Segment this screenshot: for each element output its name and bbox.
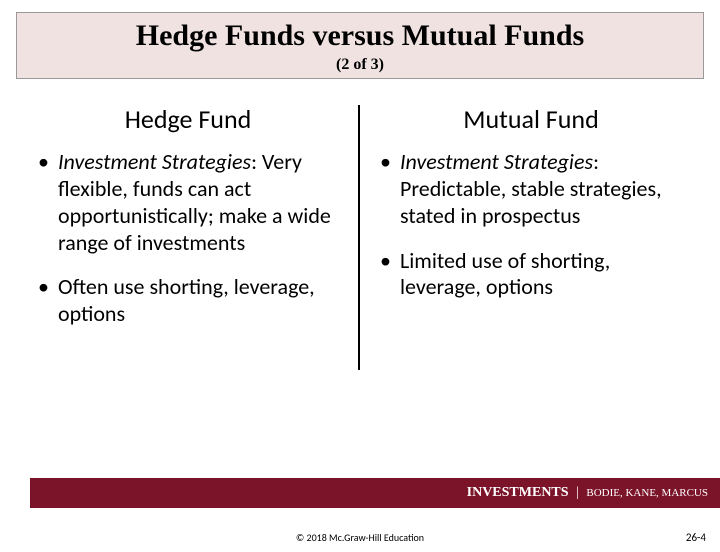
list-item: Often use shorting, leverage, options bbox=[38, 274, 344, 328]
slide-subtitle: (2 of 3) bbox=[25, 56, 695, 74]
right-heading: Mutual Fund bbox=[374, 105, 688, 134]
list-item: Limited use of shorting, leverage, optio… bbox=[380, 248, 688, 302]
footer-separator: | bbox=[572, 485, 583, 500]
footer-brand: INVESTMENTS | BODIE, KANE, MARCUS bbox=[467, 485, 708, 501]
bullet-lead: Investment Strategies bbox=[58, 148, 251, 175]
footer-authors: BODIE, KANE, MARCUS bbox=[586, 487, 708, 499]
title-box: Hedge Funds versus Mutual Funds (2 of 3) bbox=[16, 12, 704, 79]
list-item: Investment Strategies: Predictable, stab… bbox=[380, 149, 688, 229]
page-number: 26-4 bbox=[686, 531, 706, 544]
copyright-text: © 2018 Mc.Graw-Hill Education bbox=[0, 531, 720, 544]
slide-title: Hedge Funds versus Mutual Funds bbox=[25, 19, 695, 54]
footer-bar: INVESTMENTS | BODIE, KANE, MARCUS bbox=[30, 478, 720, 508]
list-item: Investment Strategies: Very flexible, fu… bbox=[38, 149, 344, 256]
bullet-rest: Limited use of shorting, leverage, optio… bbox=[400, 247, 610, 301]
bullet-lead: Investment Strategies bbox=[400, 148, 593, 175]
bullet-rest: Often use shorting, leverage, options bbox=[58, 273, 315, 327]
left-heading: Hedge Fund bbox=[32, 105, 344, 134]
left-bullets: Investment Strategies: Very flexible, fu… bbox=[32, 149, 344, 328]
right-bullets: Investment Strategies: Predictable, stab… bbox=[374, 149, 688, 301]
comparison-columns: Hedge Fund Investment Strategies: Very f… bbox=[0, 105, 720, 371]
footer-brand-text: INVESTMENTS bbox=[467, 485, 569, 500]
right-column: Mutual Fund Investment Strategies: Predi… bbox=[360, 105, 702, 371]
left-column: Hedge Fund Investment Strategies: Very f… bbox=[18, 105, 360, 371]
